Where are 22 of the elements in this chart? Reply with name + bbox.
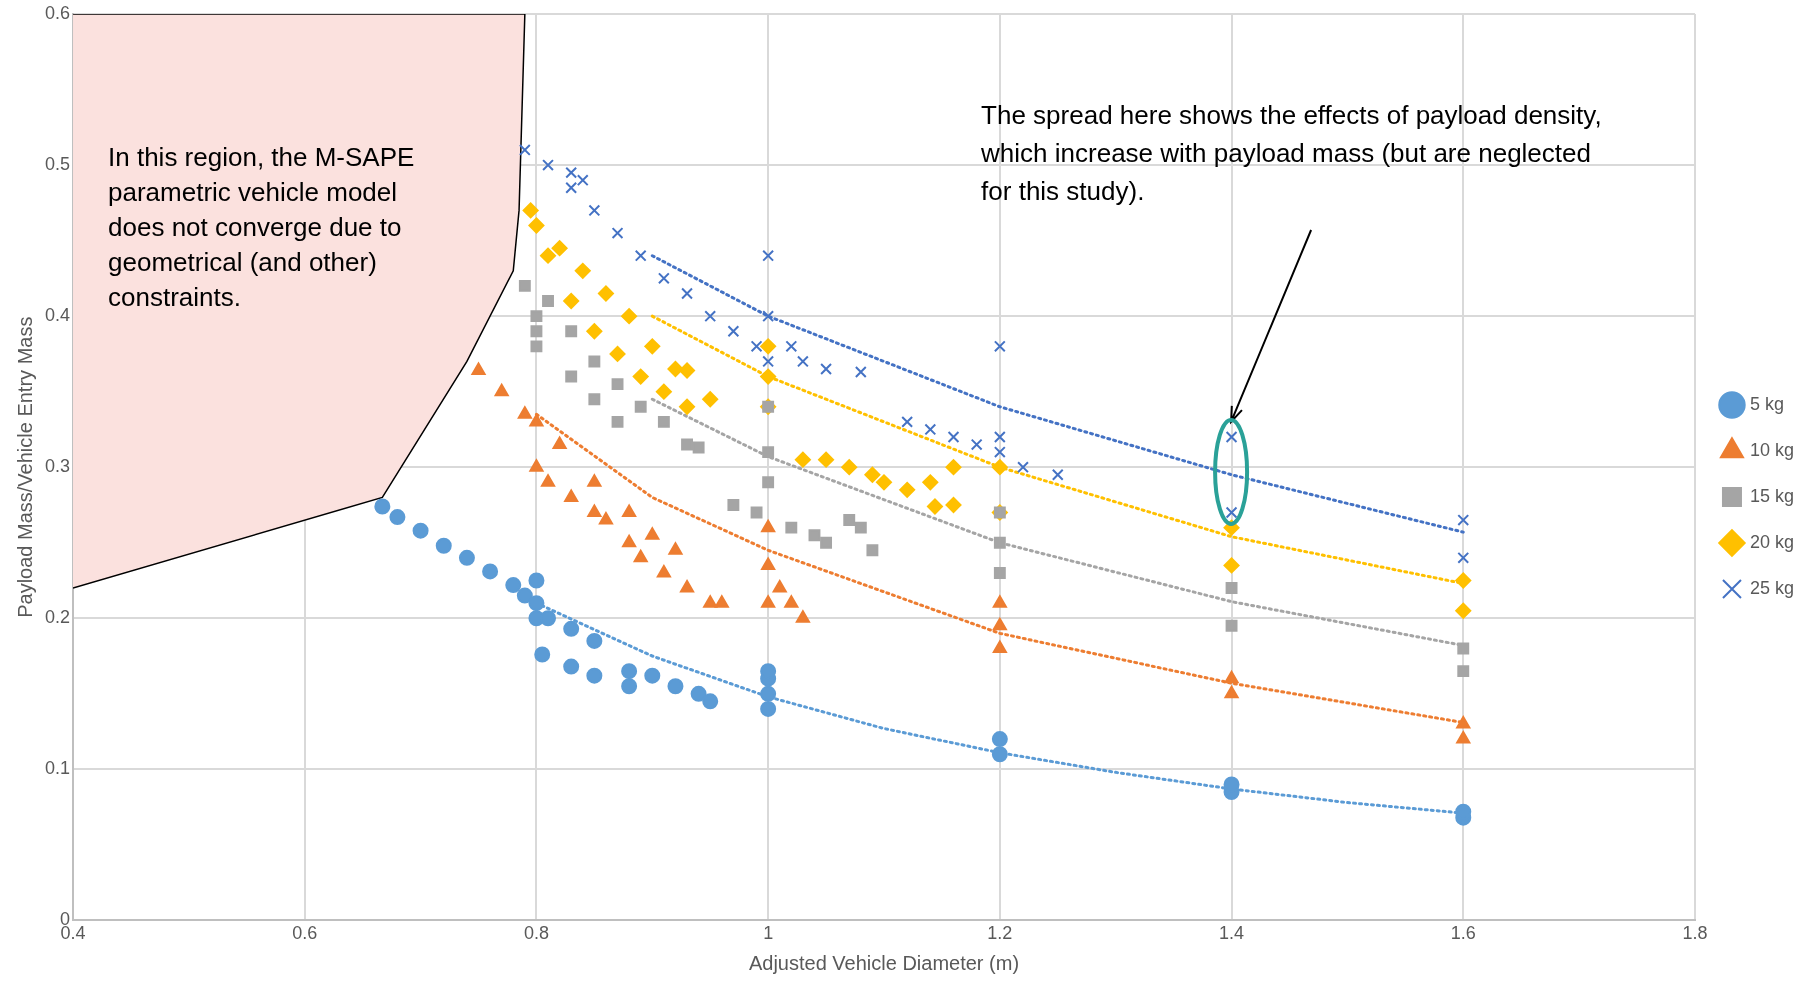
y-tick-label: 0.4 [44,305,71,326]
legend-label: 25 kg [1749,577,1795,598]
x-tick-label: 1.4 [1219,923,1245,944]
x-tick-label: 1.2 [987,923,1013,944]
x-tick-label: 1 [763,923,774,944]
x-tick-label: 1.6 [1450,923,1476,944]
annotation: In this region, the M-SAPE parametric vehicle model does not converge due to geometrical (and other) constraints. [108,142,415,313]
y-tick-label: 0.3 [44,456,71,477]
y-tick-label: 0.6 [44,2,71,23]
y-axis-title: Payload Mass/Vehicle Entry Mass [13,316,36,618]
x-tick-label: 0.8 [523,923,549,944]
x-tick-label: 1.8 [1682,923,1708,944]
x-axis-title: Adjusted Vehicle Diameter (m) [748,951,1020,974]
legend-label: 20 kg [1749,531,1795,552]
y-tick-label: 0.5 [44,154,71,175]
x-tick-label: 0.6 [292,923,318,944]
annotation: The spread here shows the effects of payload density, which increase with payload mass (but are neglected for this study). [980,100,1602,207]
legend-label: 15 kg [1749,485,1795,506]
y-tick-label: 0.2 [44,607,71,628]
legend-label: 10 kg [1749,439,1795,460]
legend-label: 5 kg [1749,393,1784,414]
y-tick-label: 0.1 [44,758,71,779]
